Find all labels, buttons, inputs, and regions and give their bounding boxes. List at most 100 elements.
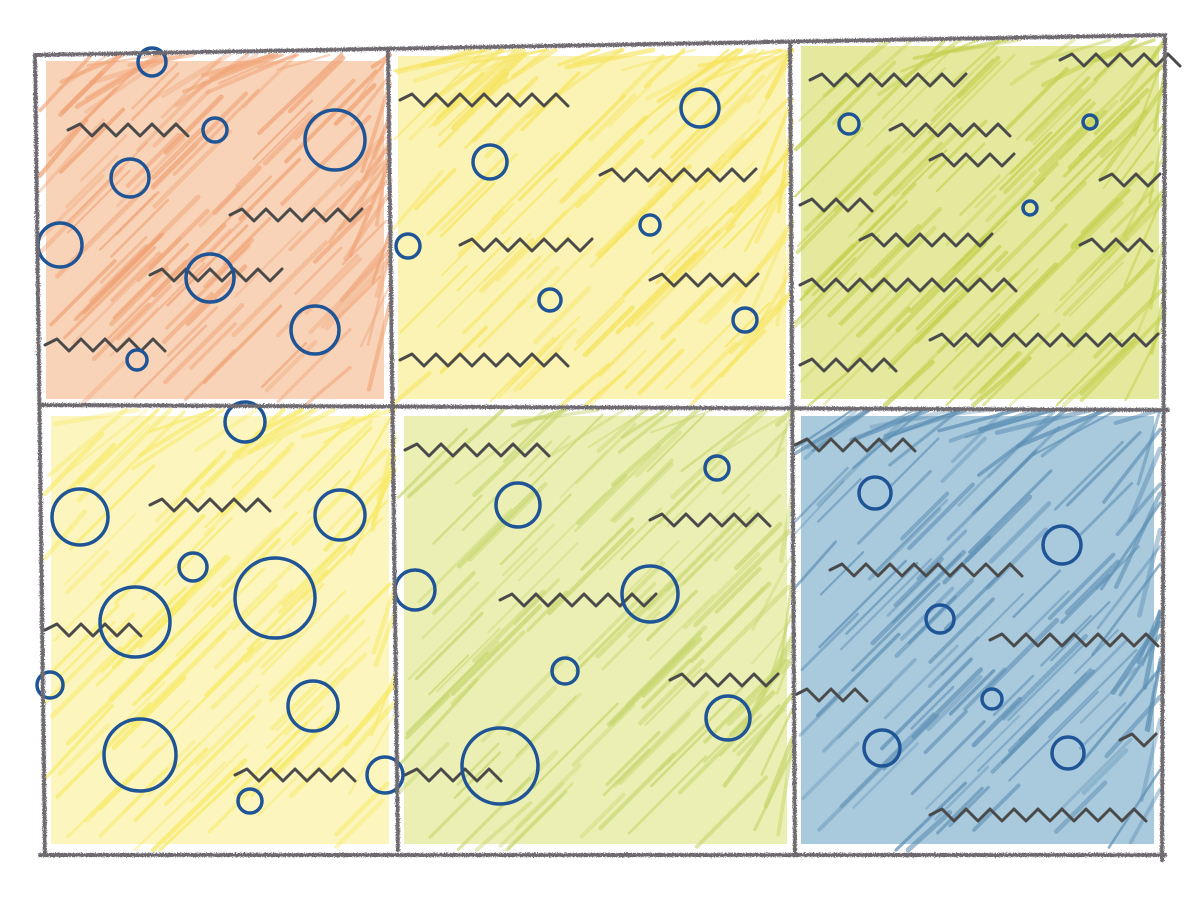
hatch-stroke [1110,188,1155,234]
hatch-stroke [130,72,180,122]
wavy-line [1058,52,1182,68]
hatch-stroke [77,408,160,485]
hatch-stroke [424,641,500,717]
hatch-stroke [464,84,529,149]
hatch-stroke [894,781,968,852]
hatch-stroke [713,447,785,519]
hatch-stroke [753,749,795,832]
wavy-line [403,442,551,458]
hatch-stroke [238,157,302,221]
bubble-circle [704,694,752,742]
hatch-stroke [199,407,286,491]
hatch-stroke [557,48,601,67]
hatch-stroke [265,667,348,750]
hatch-stroke [1079,338,1137,396]
hatch-stroke [95,410,186,501]
hatch-stroke [343,189,393,262]
hatch-stroke [650,727,710,788]
hatch-stroke [38,53,94,113]
hatch-stroke [637,658,705,726]
hatch-stroke [609,639,696,727]
hatch-stroke [867,507,942,581]
hatch-stroke [819,551,865,596]
hatch-stroke [271,709,342,780]
hatch-stroke [803,408,859,460]
hatch-stroke [262,113,316,166]
hatch-stroke [568,127,633,191]
hatch-stroke [511,47,558,79]
hatch-stroke [1008,345,1079,407]
hatch-stroke [721,428,788,495]
hatch-stroke [64,408,148,476]
hatch-stroke [663,225,709,271]
wavy-line [648,512,772,528]
hatch-stroke [845,561,919,635]
hatch-stroke [711,189,762,241]
hatch-stroke [487,541,579,634]
hatch-stroke [742,300,789,346]
hatch-stroke [793,408,871,456]
hatch-stroke [110,198,170,258]
hatch-stroke [936,786,984,835]
hatch-stroke [472,407,566,498]
hatch-stroke [147,53,227,103]
hatch-stroke [237,407,318,461]
hatch-stroke [925,714,1020,810]
hatch-stroke [49,646,123,719]
hatch-stroke [426,156,506,236]
hatch-stroke [1032,109,1108,184]
hatch-stroke [911,667,984,739]
hatch-stroke [945,194,997,247]
hatch-stroke [626,249,706,328]
hatch-stroke [1123,189,1167,287]
hatch-stroke [881,45,956,120]
hatch-stroke [323,467,398,552]
hatch-stroke [1128,787,1162,845]
hatch-stroke [927,60,1002,135]
hatch-stroke [270,706,324,760]
hatch-stroke [438,68,507,136]
hatch-stroke [65,142,148,225]
hatch-stroke [43,612,136,705]
hatch-stroke [166,554,228,616]
hatch-stroke [648,594,715,660]
hatch-stroke [990,725,1039,774]
hatch-stroke [469,547,538,616]
hatch-stroke [615,252,698,335]
hatch-stroke [617,408,674,454]
hatch-stroke [1115,482,1162,537]
wavy-line [928,807,1148,823]
hatch-stroke [883,407,968,439]
bubble-circle [924,603,956,635]
hatch-stroke [164,714,256,806]
wavy-line [398,352,570,368]
hatch-stroke [1066,63,1149,146]
bubble-circle [223,400,267,444]
hatch-stroke [531,413,604,487]
wavy-line [798,277,1018,293]
hatch-stroke [851,582,941,672]
hatch-stroke [467,47,526,105]
hatch-stroke [254,407,305,451]
hatch-stroke [38,174,105,241]
hatch-stroke [887,437,940,489]
hatch-stroke [515,695,578,758]
hatch-stroke [634,430,682,478]
hatch-stroke [612,462,674,524]
hatch-stroke [437,78,508,148]
hatch-stroke [707,48,765,101]
hatch-stroke [123,232,165,274]
hatch-stroke [852,742,919,809]
hatch-stroke [969,351,1020,401]
hatch-stroke [559,115,649,204]
hatch-stroke [303,365,352,407]
hatch-stroke [857,469,932,545]
panel-bottom-middle [396,407,796,852]
hatch-stroke [98,767,169,838]
hatch-stroke [257,53,300,69]
hatch-stroke [928,119,988,179]
hatch-stroke [318,619,366,667]
hatch-stroke [294,246,343,295]
bubble-circle [136,46,168,78]
hatch-stroke [619,189,668,238]
